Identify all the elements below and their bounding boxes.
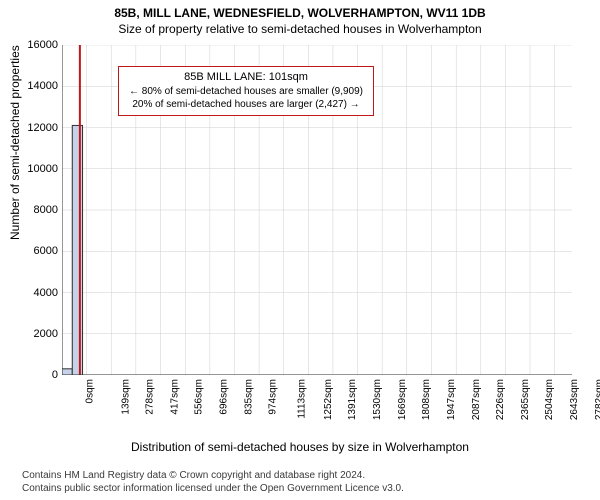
x-tick-label: 1252sqm	[323, 379, 334, 420]
y-tick-label: 2000	[34, 328, 58, 340]
x-tick-label: 139sqm	[120, 379, 131, 415]
x-tick-label: 278sqm	[145, 379, 156, 415]
credits-block: Contains HM Land Registry data © Crown c…	[22, 469, 404, 495]
x-tick-label: 1947sqm	[446, 379, 457, 420]
x-tick-label: 0sqm	[84, 379, 95, 403]
y-tick-label: 0	[52, 369, 58, 381]
x-tick-label: 1113sqm	[297, 379, 308, 419]
x-tick-label: 2643sqm	[569, 379, 580, 420]
x-axis-label: Distribution of semi-detached houses by …	[0, 440, 600, 454]
info-line-1: 85B MILL LANE: 101sqm	[129, 70, 363, 85]
x-tick-label: 835sqm	[243, 379, 254, 415]
x-tick-label: 1808sqm	[421, 379, 432, 420]
x-tick-label: 2782sqm	[594, 379, 600, 420]
x-tick-label: 1530sqm	[372, 379, 383, 420]
y-axis-label: Number of semi-detached properties	[8, 45, 22, 240]
y-tick-label: 8000	[34, 204, 58, 216]
info-box: 85B MILL LANE: 101sqm ← 80% of semi-deta…	[118, 66, 374, 116]
credits-line-1: Contains HM Land Registry data © Crown c…	[22, 469, 404, 482]
x-tick-label: 2087sqm	[471, 379, 482, 420]
y-tick-label: 16000	[27, 39, 58, 51]
x-tick-label: 2226sqm	[495, 379, 506, 420]
chart-container: 85B, MILL LANE, WEDNESFIELD, WOLVERHAMPT…	[0, 0, 600, 500]
x-tick-label: 1391sqm	[347, 379, 358, 420]
y-tick-label: 10000	[27, 163, 58, 175]
x-tick-label: 2504sqm	[545, 379, 556, 420]
y-tick-label: 12000	[27, 122, 58, 134]
credits-line-2: Contains public sector information licen…	[22, 482, 404, 495]
y-tick-label: 14000	[27, 80, 58, 92]
x-tick-label: 696sqm	[219, 379, 230, 415]
chart-subtitle: Size of property relative to semi-detach…	[0, 20, 600, 40]
x-tick-label: 2365sqm	[520, 379, 531, 420]
info-line-3: 20% of semi-detached houses are larger (…	[129, 98, 363, 112]
y-tick-label: 4000	[34, 287, 58, 299]
x-tick-label: 417sqm	[169, 379, 180, 415]
x-tick-label: 1669sqm	[397, 379, 408, 420]
y-tick-label: 6000	[34, 245, 58, 257]
info-line-2: ← 80% of semi-detached houses are smalle…	[129, 85, 363, 99]
chart-area: 85B MILL LANE: 101sqm ← 80% of semi-deta…	[62, 45, 572, 430]
chart-title-address: 85B, MILL LANE, WEDNESFIELD, WOLVERHAMPT…	[0, 0, 600, 20]
x-tick-label: 974sqm	[268, 379, 279, 415]
x-tick-label: 556sqm	[194, 379, 205, 415]
